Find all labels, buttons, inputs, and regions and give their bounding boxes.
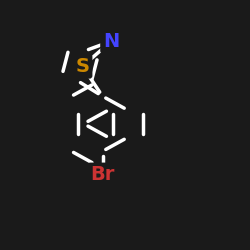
Text: N: N <box>103 32 120 51</box>
Text: Br: Br <box>90 166 115 184</box>
Text: S: S <box>76 57 90 76</box>
